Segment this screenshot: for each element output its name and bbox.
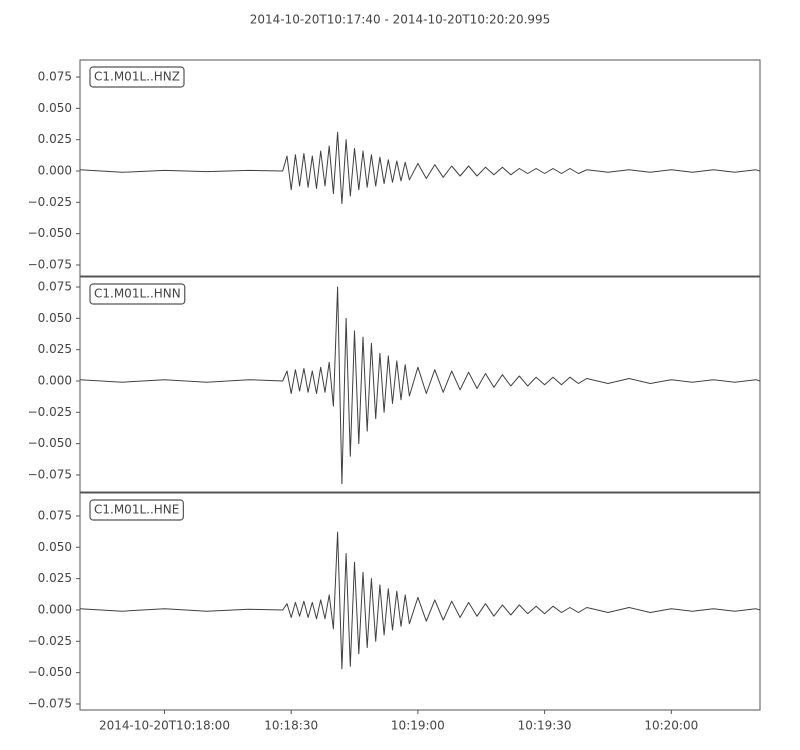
legend-box: [89, 499, 184, 521]
legend-box: [89, 66, 185, 88]
x-tick-label: 10:18:30: [264, 719, 318, 733]
plot-frame: [79, 59, 761, 277]
legend-label: C1.M01L..HNN: [94, 287, 181, 301]
plot-frame: [79, 276, 761, 493]
y-tick-label: −0.025: [28, 405, 72, 419]
y-tick-label: 0.050: [38, 311, 72, 325]
y-tick-label: −0.075: [28, 696, 72, 710]
y-tick-label: −0.075: [28, 467, 72, 481]
y-tick-label: 0.050: [38, 101, 72, 115]
trace: [79, 286, 761, 485]
x-tick-label: 10:19:30: [518, 719, 572, 733]
y-tick-label: 0.000: [38, 602, 72, 616]
y-tick-label: 0.000: [38, 373, 72, 387]
legend-label: C1.M01L..HNE: [94, 503, 179, 517]
chart-title: 2014-10-20T10:17:40 - 2014-10-20T10:20:2…: [250, 13, 551, 27]
y-tick-label: 0.050: [38, 540, 72, 554]
y-tick-label: −0.025: [28, 634, 72, 648]
y-tick-label: 0.025: [38, 342, 72, 356]
y-tick-label: 0.025: [38, 132, 72, 146]
y-tick-label: −0.050: [28, 226, 72, 240]
x-tick-label: 2014-10-20T10:18:00: [99, 719, 230, 733]
x-tick-label: 10:20:00: [644, 719, 698, 733]
y-tick-label: 0.025: [38, 571, 72, 585]
y-tick-label: 0.075: [38, 280, 72, 294]
trace: [79, 131, 761, 205]
y-tick-label: 0.075: [38, 70, 72, 84]
y-tick-label: 0.000: [38, 164, 72, 178]
y-tick-label: −0.075: [28, 257, 72, 271]
legend-box: [89, 283, 186, 305]
plot-frame: [79, 492, 761, 711]
x-tick-label: 10:19:00: [391, 719, 445, 733]
trace: [79, 531, 761, 670]
legend-label: C1.M01L..HNZ: [94, 70, 180, 84]
y-tick-label: −0.050: [28, 665, 72, 679]
y-tick-label: −0.025: [28, 195, 72, 209]
y-tick-label: −0.050: [28, 436, 72, 450]
y-tick-label: 0.075: [38, 508, 72, 522]
